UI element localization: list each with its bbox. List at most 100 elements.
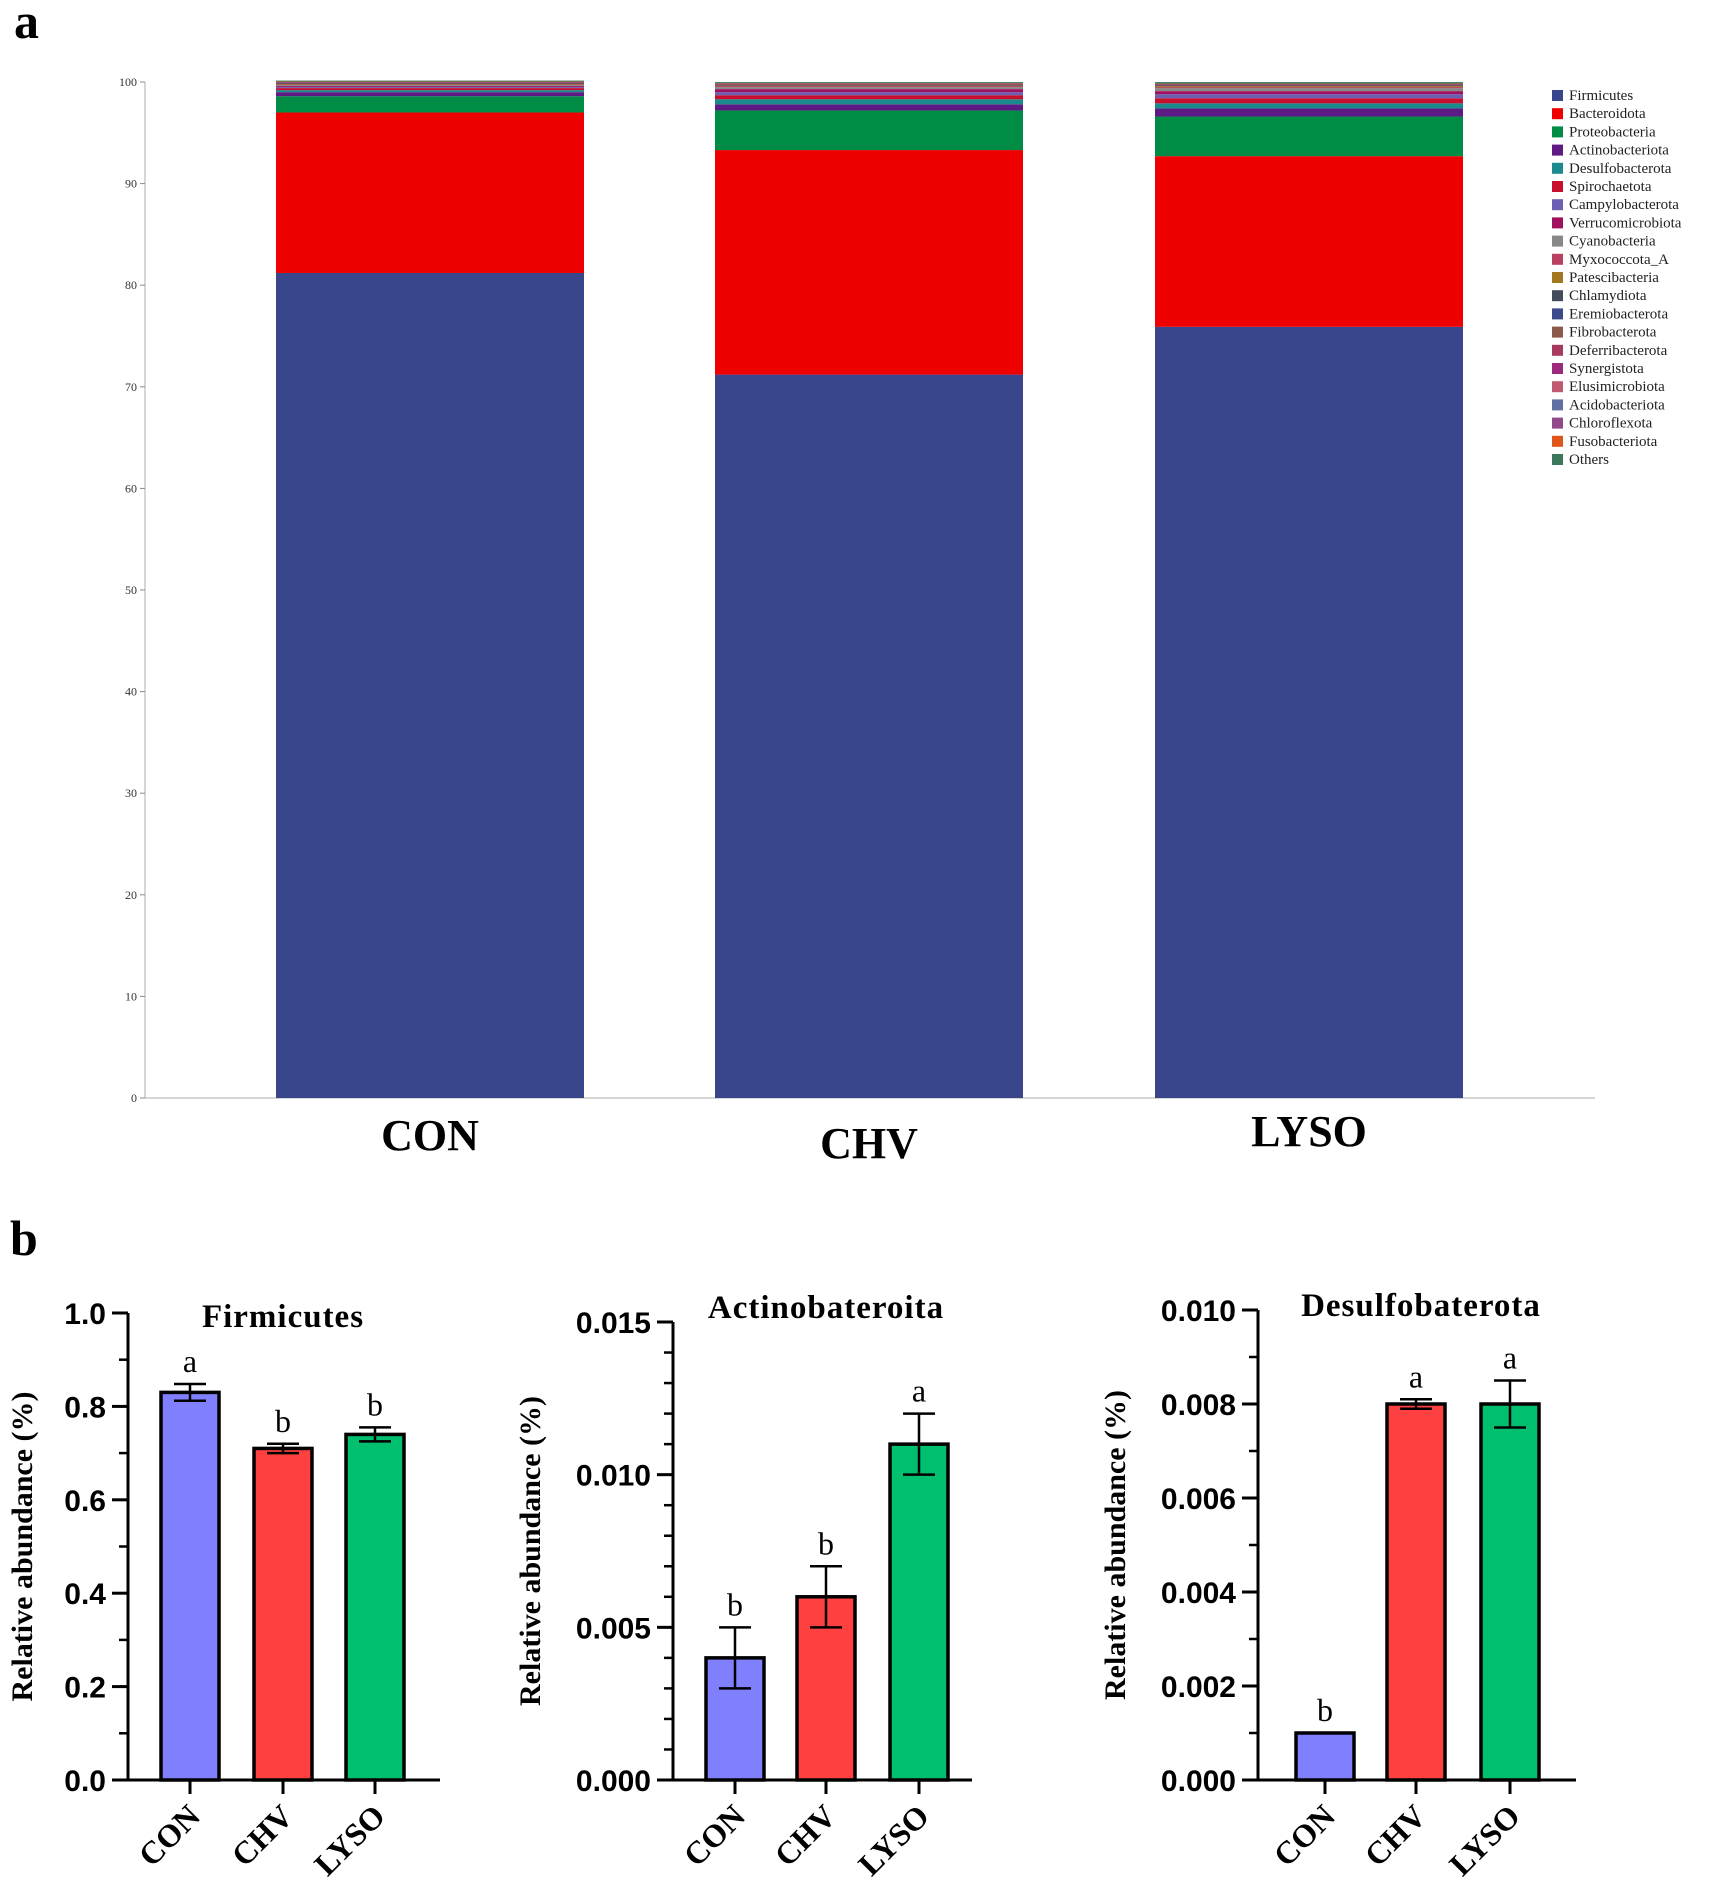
bar-segment-lyso-fibrobacterota [1155, 84, 1463, 86]
legend-swatch [1552, 217, 1563, 229]
bar-segment-con-myxococcota_a [276, 84, 584, 86]
bar-segment-lyso-others [1155, 82, 1463, 84]
legend-label: Spirochaetota [1569, 179, 1652, 195]
y-tick-label: 0.4 [64, 1578, 106, 1611]
significance-letter: b [367, 1386, 383, 1422]
bar-segment-con-others [276, 80, 584, 82]
legend-label: Proteobacteria [1569, 124, 1656, 140]
y-tick-label: 0.006 [1161, 1483, 1236, 1516]
legend-swatch [1552, 326, 1563, 338]
legend-label: Acidobacteriota [1569, 397, 1665, 413]
legend-swatch [1552, 435, 1563, 447]
x-category-label: LYSO [1251, 1107, 1367, 1156]
y-tick-label: 100 [119, 75, 137, 89]
legend-label: Eremiobacterota [1569, 306, 1668, 322]
panel-a-label: a [14, 0, 39, 49]
bar-segment-lyso-chlamydiota [1155, 85, 1463, 87]
legend-label: Patescibacteria [1569, 270, 1659, 286]
bar-chv [252, 1446, 314, 1782]
bar-lyso [1479, 1402, 1541, 1782]
y-tick-label: 0.015 [576, 1307, 651, 1340]
legend-label: Bacteroidota [1569, 106, 1646, 122]
significance-letter: b [727, 1586, 743, 1622]
bar-segment-con-verrucomicrobiota [276, 86, 584, 88]
significance-letter: a [912, 1373, 926, 1409]
legend-label: Synergistota [1569, 361, 1644, 377]
legend-label: Desulfobacterota [1569, 161, 1672, 177]
bar-segment-lyso-myxococcota_a [1155, 87, 1463, 89]
y-tick-label: 80 [125, 278, 137, 292]
y-tick-label: 0.000 [576, 1765, 651, 1798]
legend-label: Campylobacterota [1569, 197, 1679, 213]
bar-segment-con-campylobacterota [276, 87, 584, 89]
bar-segment-lyso-spirochaetota [1155, 98, 1463, 104]
bar-segment-lyso-firmicutes [1155, 326, 1463, 1099]
legend-label: Fibrobacterota [1569, 325, 1657, 341]
legend-label: Deferribacterota [1569, 343, 1668, 359]
y-tick-label: 10 [125, 989, 137, 1003]
y-axis-label: Relative abundance (%) [514, 1396, 547, 1706]
legend-swatch [1552, 126, 1563, 138]
legend-swatch [1552, 181, 1563, 192]
significance-letter: a [183, 1343, 197, 1379]
y-axis-label: Relative abundance (%) [6, 1392, 39, 1702]
chart-title: Desulfobaterota [1301, 1288, 1541, 1324]
legend-label: Chlamydiota [1569, 288, 1647, 304]
bar-segment-con-actinobacteriota [276, 92, 584, 97]
legend-swatch [1552, 454, 1563, 465]
bar-segment-con-proteobacteria [276, 96, 584, 113]
legend-label: Verrucomicrobiota [1569, 215, 1682, 231]
panel-b-label: b [10, 1210, 38, 1266]
legend-swatch [1552, 399, 1563, 411]
legend-swatch [1552, 108, 1563, 120]
significance-letter: b [1317, 1692, 1333, 1728]
legend-label: Firmicutes [1569, 88, 1633, 104]
bar-segment-con-firmicutes [276, 273, 584, 1098]
bar-segment-con-chlamydiota [276, 83, 584, 85]
significance-letter: b [818, 1525, 834, 1561]
bar-con [159, 1390, 221, 1782]
legend-label: Elusimicrobiota [1569, 379, 1665, 395]
y-tick-label: 0.0 [64, 1765, 106, 1798]
significance-letter: b [275, 1403, 291, 1439]
legend-label: Actinobacteriota [1569, 143, 1669, 159]
bar-segment-chv-spirochaetota [715, 95, 1023, 100]
bar-segment-chv-bacteroidota [715, 150, 1023, 375]
bar-chv [1385, 1402, 1447, 1782]
bar-segment-chv-actinobacteriota [715, 104, 1023, 111]
bar-segment-chv-fibrobacterota [715, 84, 1023, 85]
x-category-label: CON [381, 1111, 479, 1160]
legend-swatch [1552, 381, 1563, 393]
bar-segment-chv-myxococcota_a [715, 86, 1023, 88]
y-tick-label: 0.6 [64, 1485, 106, 1518]
y-tick-label: 60 [125, 481, 137, 495]
legend-label: Fusobacteriota [1569, 434, 1658, 450]
legend-swatch [1552, 363, 1563, 374]
significance-letter: a [1503, 1340, 1517, 1376]
y-tick-label: 20 [125, 888, 137, 902]
bar-segment-lyso-bacteroidota [1155, 156, 1463, 327]
bar-segment-chv-campylobacterota [715, 92, 1023, 96]
bar-segment-chv-others [715, 82, 1023, 84]
bar-lyso [344, 1432, 406, 1782]
bar-segment-chv-firmicutes [715, 374, 1023, 1098]
bar-segment-chv-cyanobacteria [715, 87, 1023, 90]
legend-label: Cyanobacteria [1569, 234, 1656, 250]
chart-title: Firmicutes [202, 1299, 364, 1335]
y-tick-label: 0.010 [576, 1460, 651, 1493]
panel-b-chart-2: Actinobateroita Relative abundance (%) 0.0… [514, 1290, 972, 1882]
bar-segment-lyso-actinobacteriota [1155, 108, 1463, 117]
y-tick-label: 0.000 [1161, 1765, 1236, 1798]
chart-title: Actinobateroita [708, 1290, 944, 1326]
y-tick-label: 0 [131, 1091, 137, 1105]
y-tick-label: 30 [125, 786, 137, 800]
bar-lyso [888, 1442, 950, 1782]
x-category-label: CHV [820, 1119, 918, 1168]
legend-label: Others [1569, 452, 1609, 468]
bar-segment-con-desulfobacterota [276, 90, 584, 93]
panel-b-chart-3: Desulfobaterota Relative abundance (%) 0.0… [1099, 1288, 1576, 1882]
legend-swatch [1552, 199, 1563, 211]
bar-segment-con-patescibacteria [276, 84, 584, 85]
bar-segment-con-fibrobacterota [276, 82, 584, 84]
bar-segment-chv-fusobacteriota [715, 83, 1023, 84]
